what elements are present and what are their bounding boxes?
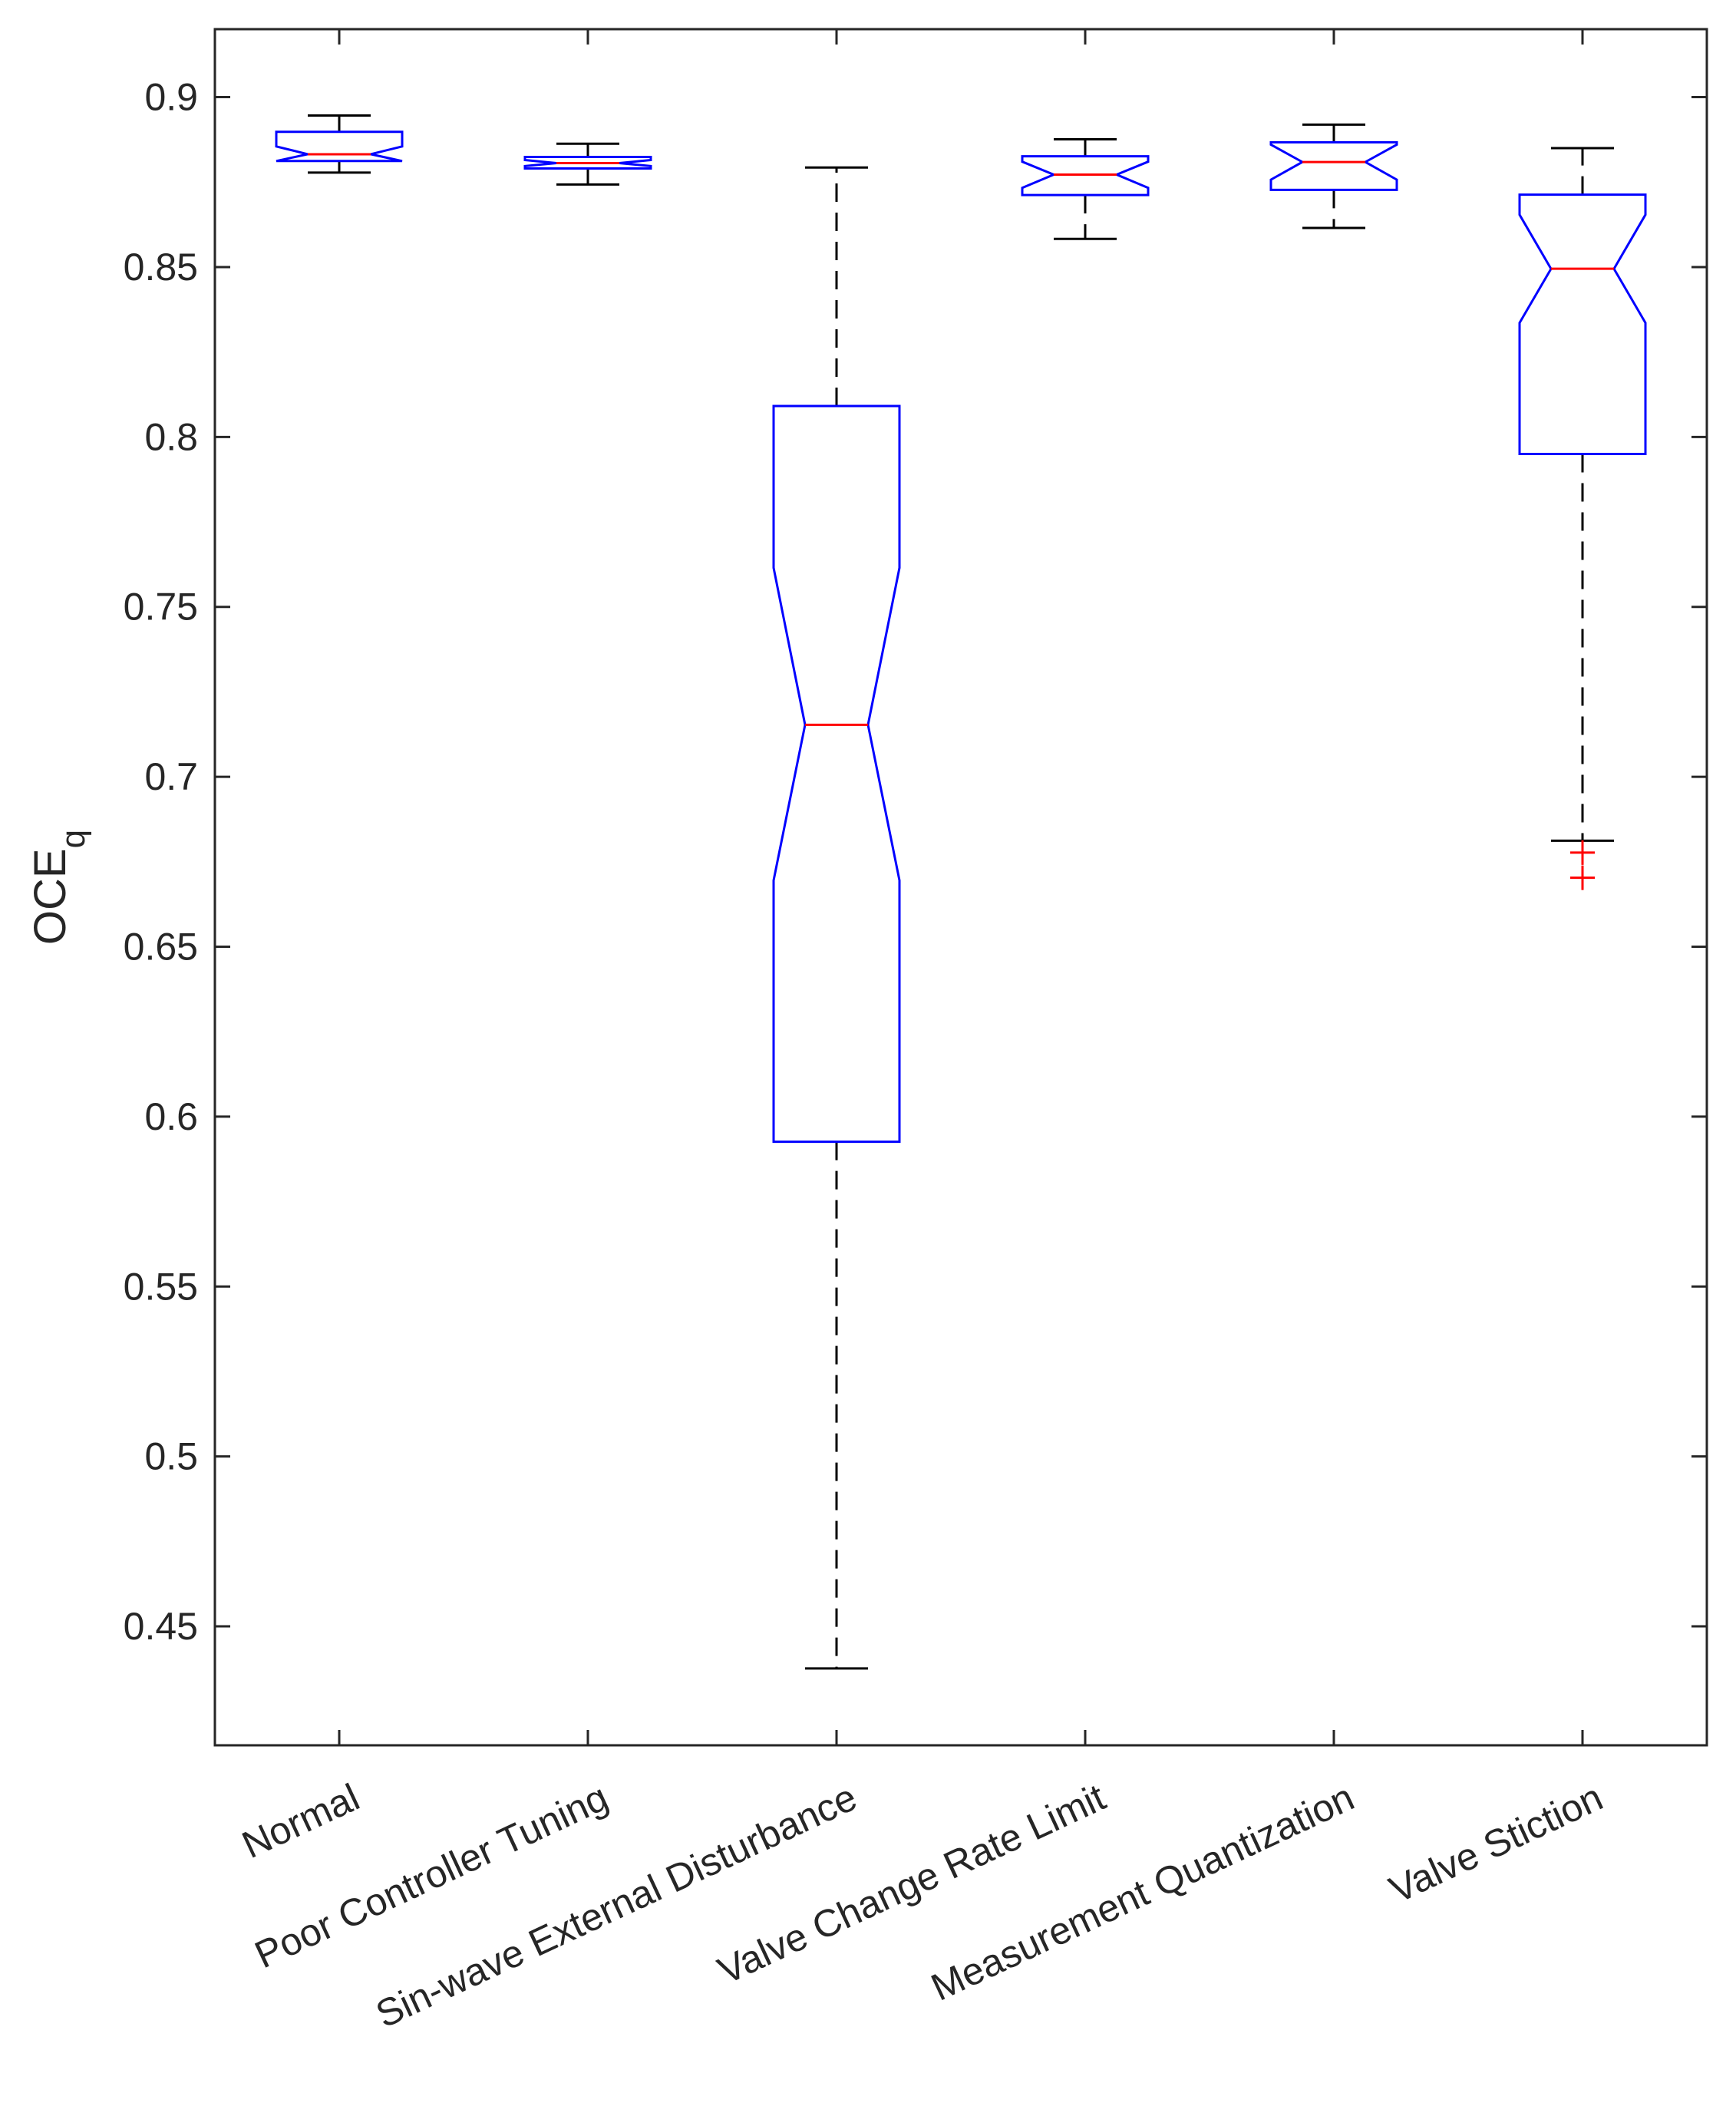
box-5	[1518, 147, 1647, 890]
box-2	[772, 166, 901, 1670]
box-1	[523, 142, 652, 186]
y-tick-label: 0.55	[124, 1265, 198, 1308]
notched-box	[275, 130, 404, 163]
box-4	[1269, 123, 1398, 229]
notched-box	[772, 404, 901, 1144]
box-series	[275, 114, 1647, 1670]
x-category-label: Valve Change Rate Limit	[711, 1775, 1112, 1992]
notched-box	[1269, 140, 1398, 191]
y-tick-label: 0.7	[144, 755, 198, 798]
y-tick-label: 0.5	[144, 1435, 198, 1478]
y-tick-label: 0.6	[144, 1095, 198, 1138]
box-0	[275, 114, 404, 174]
y-axis-label-main: OCE	[25, 848, 75, 945]
y-axis: 0.45 0.5 0.55 0.6 0.65 0.7 0.75 0.8 0.85 0.9	[124, 76, 1707, 1648]
x-category-label: Valve Stiction	[1383, 1775, 1609, 1911]
y-tick-label: 0.9	[144, 76, 198, 119]
y-axis-label-subscript: q	[54, 830, 92, 848]
y-tick-label: 0.8	[144, 415, 198, 458]
box-3	[1021, 137, 1150, 240]
y-tick-label: 0.65	[124, 925, 198, 968]
outlier-marker	[1570, 865, 1595, 890]
x-category-label: Measurement Quantization	[925, 1775, 1361, 2009]
x-category-label: Sin-wave External Disturbance	[369, 1775, 863, 2036]
y-axis-label: OCEq	[25, 830, 92, 945]
y-tick-label: 0.85	[124, 246, 198, 289]
x-category-label: Normal	[236, 1775, 366, 1867]
notched-box	[1518, 193, 1647, 455]
outlier-marker	[1570, 840, 1595, 865]
plot-area	[213, 28, 1708, 1747]
y-tick-label: 0.75	[124, 586, 198, 629]
y-tick-label: 0.45	[124, 1605, 198, 1648]
